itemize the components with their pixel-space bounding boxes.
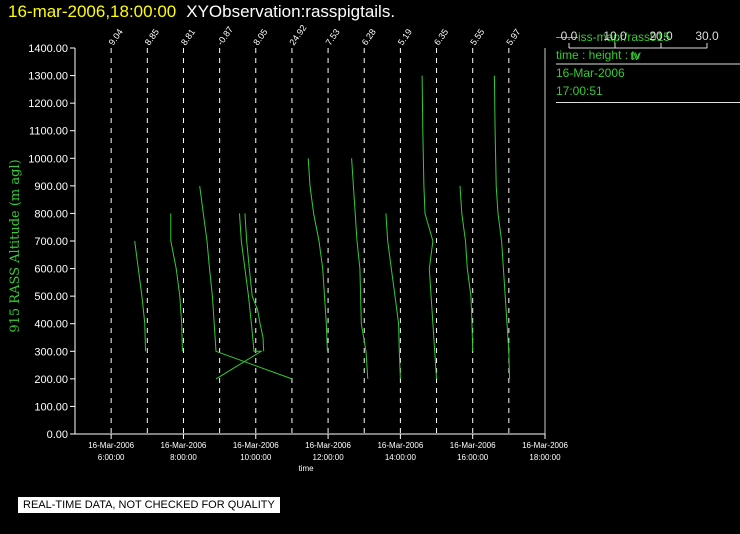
title-observation: XYObservation:rasspigtails. — [186, 2, 396, 21]
profile-series-line — [134, 240, 146, 352]
profile-series-line — [459, 185, 474, 352]
colorbar-tick-label: 0.0 — [561, 29, 578, 43]
reference-line-label: 8.85 — [143, 27, 161, 47]
x-tick-date: 16-Mar-2006 — [161, 441, 207, 450]
quality-notice: REAL-TIME DATA, NOT CHECKED FOR QUALITY — [18, 497, 280, 513]
y-tick-label: 800.00 — [34, 208, 68, 220]
profile-series-line — [199, 185, 293, 380]
legend-panel: iss-mapr/rass915 time : height : tv 16-M… — [556, 28, 740, 105]
reference-line-label: -0.87 — [215, 25, 235, 48]
x-tick-date: 16-Mar-2006 — [377, 441, 423, 450]
reference-line-label: 5.19 — [396, 27, 414, 47]
y-tick-label: 300.00 — [34, 346, 68, 358]
x-tick-time: 6:00:00 — [98, 453, 125, 462]
legend-series-name: iss-mapr/rass915 — [578, 30, 671, 44]
legend-time: 17:00:51 — [556, 84, 603, 98]
y-tick-label: 200.00 — [34, 374, 68, 386]
legend-date: 16-Mar-2006 — [556, 66, 625, 80]
y-tick-label: 400.00 — [34, 319, 68, 331]
y-tick-label: 1000.00 — [28, 153, 68, 165]
reference-line-label: 6.35 — [432, 27, 450, 47]
x-tick-date: 16-Mar-2006 — [305, 441, 351, 450]
y-tick-label: 0.00 — [47, 429, 68, 441]
colorbar: 0.0 10.0 20.0 30.0 tv — [556, 29, 740, 65]
x-tick-time: 10:00:00 — [240, 453, 272, 462]
reference-line-label: 24.92 — [287, 23, 308, 47]
y-tick-label: 1200.00 — [28, 98, 68, 110]
colorbar-label: tv — [630, 49, 639, 63]
colorbar-tick-label: 10.0 — [603, 29, 627, 43]
y-tick-label: 100.00 — [34, 401, 68, 413]
legend-divider — [556, 102, 740, 103]
x-tick-date: 16-Mar-2006 — [88, 441, 134, 450]
reference-line-label: 9.04 — [107, 27, 125, 47]
x-tick-time: 18:00:00 — [529, 453, 561, 462]
y-tick-label: 1400.00 — [28, 43, 68, 55]
reference-line-label: 8.81 — [179, 27, 197, 47]
reference-line-label: 5.55 — [468, 27, 486, 47]
legend-fields: time : height : tv — [556, 48, 641, 62]
y-tick-label: 1100.00 — [29, 126, 68, 138]
profile-series-line — [351, 158, 369, 379]
y-tick-label: 700.00 — [34, 236, 68, 248]
profile-series-line — [421, 75, 437, 379]
x-tick-time: 14:00:00 — [385, 453, 417, 462]
profile-series-line — [244, 213, 265, 352]
x-tick-date: 16-Mar-2006 — [522, 441, 568, 450]
reference-line-label: 7.53 — [324, 27, 342, 47]
x-tick-date: 16-Mar-2006 — [233, 441, 279, 450]
profile-series-line — [215, 213, 263, 380]
title-timestamp: 16-mar-2006,18:00:00 — [8, 2, 177, 21]
profile-series-line — [170, 213, 183, 352]
y-tick-label: 600.00 — [34, 264, 68, 276]
reference-line-label: 8.05 — [251, 27, 269, 47]
colorbar-tick-label: 20.0 — [649, 29, 673, 43]
reference-line-label: 6.28 — [360, 27, 378, 47]
x-tick-date: 16-Mar-2006 — [450, 441, 496, 450]
y-tick-label: 900.00 — [34, 181, 68, 193]
x-tick-time: 8:00:00 — [170, 453, 197, 462]
y-tick-label: 500.00 — [34, 291, 68, 303]
x-tick-time: 16:00:00 — [457, 453, 489, 462]
reference-line-label: 5.97 — [504, 27, 522, 47]
profile-series-line — [307, 158, 328, 352]
chart-title: 16-mar-2006,18:00:00 XYObservation:rasspi… — [8, 2, 395, 22]
profile-series-line — [385, 213, 401, 379]
x-axis-label: time — [298, 464, 314, 473]
x-tick-time: 12:00:00 — [313, 453, 345, 462]
legend-swatch — [556, 37, 578, 39]
profile-series-line — [493, 75, 511, 379]
colorbar-tick-label: 30.0 — [695, 29, 719, 43]
y-tick-label: 1300.00 — [28, 71, 68, 83]
legend-series: iss-mapr/rass915 — [556, 28, 740, 46]
y-axis-label: 915 RASS Altitude (m agl) — [8, 159, 23, 332]
